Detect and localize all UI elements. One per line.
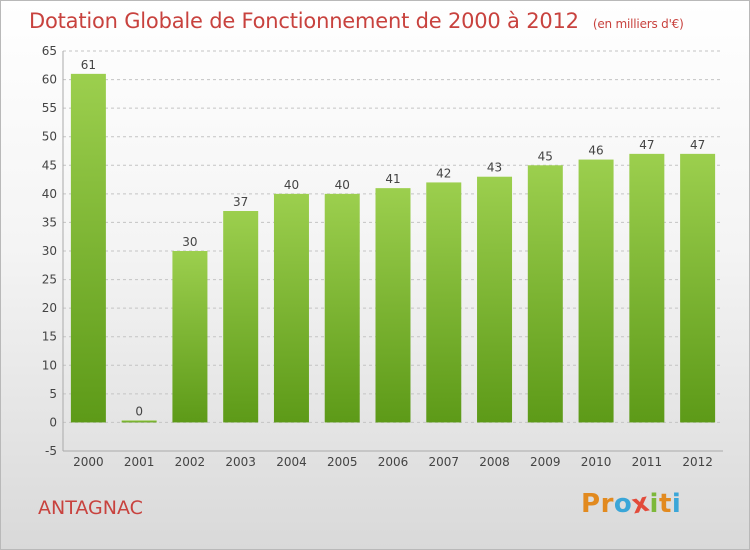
bar[interactable] xyxy=(578,159,614,423)
value-label: 41 xyxy=(385,172,400,186)
value-label: 0 xyxy=(135,404,143,418)
bar[interactable] xyxy=(70,73,106,423)
bar[interactable] xyxy=(629,153,665,423)
x-tick-label: 2010 xyxy=(581,455,612,469)
bar-chart: -5 0 5 10 15 20 25 30 35 40 45 50 55 60 65 61 2000 0 2001… xyxy=(42,44,723,469)
x-tick-label: 2008 xyxy=(479,455,510,469)
bar[interactable] xyxy=(172,251,208,423)
value-label: 37 xyxy=(233,195,248,209)
x-tick-label: 2004 xyxy=(276,455,307,469)
y-tick-label: 25 xyxy=(42,273,57,287)
logo-letter: r xyxy=(600,489,614,519)
x-tick-label: 2007 xyxy=(428,455,459,469)
value-label: 61 xyxy=(81,58,96,72)
y-tick-label: 65 xyxy=(42,44,57,58)
y-tick-label: 60 xyxy=(42,73,57,87)
x-tick-label: 2011 xyxy=(632,455,663,469)
y-tick-label: 5 xyxy=(49,387,57,401)
bar[interactable] xyxy=(527,165,563,423)
x-tick-label: 2012 xyxy=(682,455,713,469)
value-label: 46 xyxy=(588,144,603,158)
value-label: 40 xyxy=(335,178,350,192)
x-tick-label: 2009 xyxy=(530,455,561,469)
x-tick-label: 2001 xyxy=(124,455,155,469)
chart-title: Dotation Globale de Fonctionnement de 20… xyxy=(29,9,684,33)
bar[interactable] xyxy=(477,176,513,423)
y-tick-label: 40 xyxy=(42,187,57,201)
bar[interactable] xyxy=(273,193,309,423)
logo-letter: t xyxy=(658,489,672,519)
title-text: Dotation Globale de Fonctionnement de 20… xyxy=(29,9,579,33)
value-label: 42 xyxy=(436,166,451,180)
proxiti-logo[interactable]: Proxiti xyxy=(581,488,682,521)
x-tick-label: 2003 xyxy=(225,455,256,469)
logo-letter: P xyxy=(581,489,601,519)
value-label: 43 xyxy=(487,161,502,175)
bar[interactable] xyxy=(680,153,716,423)
y-tick-label: 15 xyxy=(42,330,57,344)
y-tick-label: 45 xyxy=(42,158,57,172)
x-tick-label: 2002 xyxy=(175,455,206,469)
logo-letter: o xyxy=(613,489,633,519)
y-tick-label: 35 xyxy=(42,215,57,229)
value-label: 40 xyxy=(284,178,299,192)
x-tick-label: 2006 xyxy=(378,455,409,469)
bar[interactable] xyxy=(375,188,411,423)
x-tick-label: 2000 xyxy=(73,455,104,469)
logo-letter: i xyxy=(671,489,682,519)
unit-label: (en milliers d'€) xyxy=(592,17,684,31)
value-label: 45 xyxy=(538,149,553,163)
bar[interactable] xyxy=(426,182,462,423)
y-tick-label: -5 xyxy=(45,444,57,458)
value-label: 30 xyxy=(182,235,197,249)
value-label: 47 xyxy=(690,138,705,152)
y-tick-label: 55 xyxy=(42,101,57,115)
bar[interactable] xyxy=(121,420,157,423)
logo-letter: i xyxy=(649,489,659,519)
value-label: 47 xyxy=(639,138,654,152)
y-tick-label: 30 xyxy=(42,244,57,258)
commune-name: ANTAGNAC xyxy=(38,497,143,519)
bar[interactable] xyxy=(223,211,259,423)
x-tick-label: 2005 xyxy=(327,455,358,469)
bar[interactable] xyxy=(324,193,360,423)
y-tick-label: 10 xyxy=(42,358,57,372)
y-tick-label: 0 xyxy=(49,415,57,429)
y-tick-label: 20 xyxy=(42,301,57,315)
y-tick-label: 50 xyxy=(42,130,57,144)
